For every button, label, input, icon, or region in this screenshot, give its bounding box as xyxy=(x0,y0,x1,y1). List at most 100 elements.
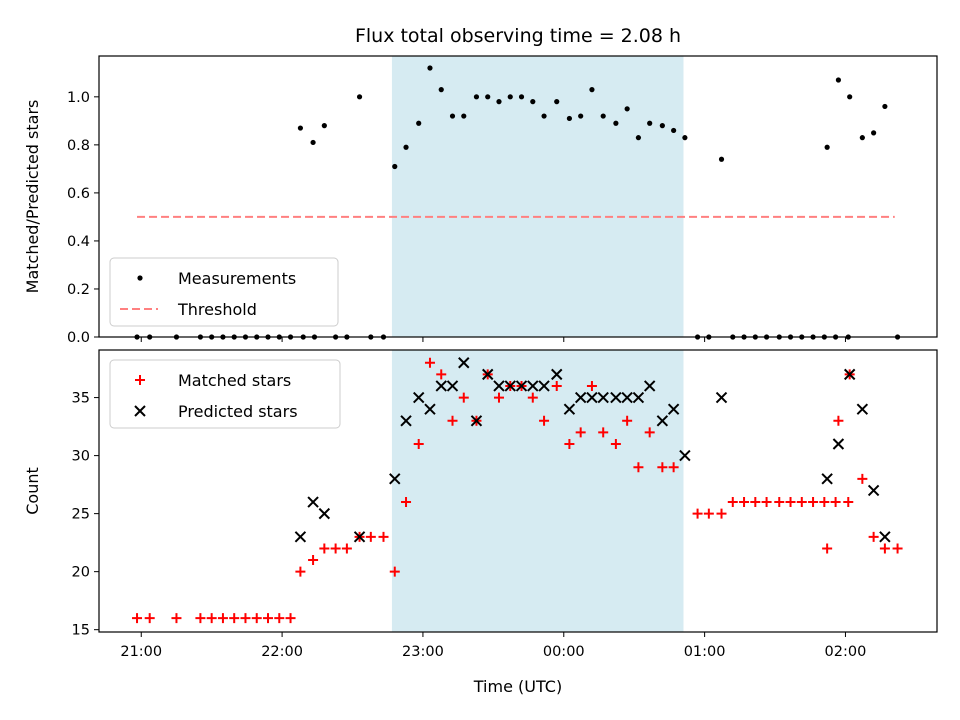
count-series-1-point-22 xyxy=(597,391,609,404)
ratio-panel: 0.0 0.2 0.4 0.6 0.8 1.0 Matched/Predicted star… xyxy=(23,55,938,346)
count-series-1-point-7 xyxy=(424,403,436,415)
count-series-1-point-14 xyxy=(504,380,516,392)
count-series-0-point-48 xyxy=(727,497,738,508)
ratio-series-0-point-62 xyxy=(824,144,830,150)
ratio-series-0-point-16 xyxy=(321,123,327,129)
count-series-0-point-12 xyxy=(295,566,306,577)
count-series-0-point-8 xyxy=(251,613,262,624)
count-series-0-point-22 xyxy=(413,439,424,449)
ratio-series-0-point-23 xyxy=(403,144,409,150)
count-series-1-point-11 xyxy=(470,415,483,427)
count-y-tick-label-3: 30 xyxy=(72,449,90,465)
ratio-legend-box xyxy=(109,257,339,327)
ratio-legend-label-0: Measurements xyxy=(178,269,296,288)
count-series-0-point-46 xyxy=(703,508,714,519)
count-series-0-point-3 xyxy=(195,613,206,624)
ratio-series-0-point-63 xyxy=(835,77,842,83)
count-series-0-point-35 xyxy=(564,439,575,449)
ratio-series-0-point-14 xyxy=(297,125,304,131)
count-series-0-point-50 xyxy=(750,497,761,508)
count-series-0-point-56 xyxy=(819,497,830,508)
count-series-1-point-30 xyxy=(715,391,728,404)
count-series-0-point-47 xyxy=(716,508,727,519)
count-series-1-point-5 xyxy=(400,415,412,427)
x-axis-label: Time (UTC) xyxy=(473,677,562,696)
x-tick-label-2: 23:00 xyxy=(402,644,444,660)
ratio-series-0-point-64 xyxy=(847,94,853,100)
count-series-0-point-37 xyxy=(586,380,597,391)
ratio-series-0-point-43 xyxy=(635,135,642,141)
count-legend-label-0: Matched stars xyxy=(178,371,291,390)
count-series-0-point-21 xyxy=(401,497,412,508)
ratio-series-0-point-30 xyxy=(485,94,491,100)
count-series-0-point-16 xyxy=(341,543,352,554)
count-series-0-point-55 xyxy=(808,497,819,508)
count-y-tick-label-2: 25 xyxy=(72,507,90,523)
ratio-legend-label-1: Threshold xyxy=(177,300,257,319)
count-series-0-point-6 xyxy=(229,613,240,624)
count-y-tick-label-4: 35 xyxy=(72,391,90,407)
count-y-tick-label-1: 20 xyxy=(72,565,90,581)
count-legend-swatch-0 xyxy=(135,375,145,385)
ratio-series-0-point-28 xyxy=(461,113,467,119)
ratio-series-0-point-34 xyxy=(530,99,536,105)
count-series-0-point-15 xyxy=(330,543,341,554)
count-series-0-point-24 xyxy=(436,369,447,380)
count-series-1-point-31 xyxy=(821,473,833,485)
count-series-1-point-6 xyxy=(413,391,425,404)
count-series-0-point-52 xyxy=(774,497,785,508)
ratio-series-0-point-27 xyxy=(449,113,456,119)
ratio-series-0-point-46 xyxy=(671,127,677,134)
count-series-0-point-5 xyxy=(217,613,228,624)
ratio-series-0-point-65 xyxy=(859,135,865,141)
count-series-0-point-18 xyxy=(365,531,376,542)
ratio-series-0-point-38 xyxy=(578,113,584,119)
count-series-0-point-29 xyxy=(493,392,504,403)
count-panel: 15 20 25 30 35 21:00 22:00 23:00 00:00 01:00 02:00… xyxy=(23,349,938,660)
count-series-0-point-65 xyxy=(892,543,903,554)
count-series-1-point-3 xyxy=(353,531,366,543)
ratio-axes-frame xyxy=(98,55,938,338)
count-series-0-point-1 xyxy=(144,613,155,624)
x-tick-label-5: 02:00 xyxy=(825,644,867,660)
ratio-series-0-point-37 xyxy=(566,115,573,122)
count-legend: Matched stars Predicted stars xyxy=(109,359,341,429)
count-series-0-point-7 xyxy=(240,613,251,624)
count-series-1-point-15 xyxy=(515,380,528,392)
count-series-1-point-8 xyxy=(435,380,447,392)
ratio-y-axis-label: Matched/Predicted stars xyxy=(23,100,42,294)
ratio-series-0-point-45 xyxy=(659,123,665,129)
count-series-0-point-11 xyxy=(285,613,296,624)
count-series-1-point-12 xyxy=(482,368,494,381)
ratio-series-0-point-50 xyxy=(718,156,725,162)
count-series-0-point-19 xyxy=(378,531,389,542)
ratio-series-0-point-24 xyxy=(416,120,422,126)
ratio-series-0-point-39 xyxy=(589,87,595,93)
count-y-axis-label: Count xyxy=(23,467,42,515)
ratio-series-0-point-66 xyxy=(871,130,877,136)
count-series-1-point-1 xyxy=(307,496,319,508)
ratio-series-0-point-29 xyxy=(473,94,480,100)
count-series-0-point-14 xyxy=(319,543,330,554)
count-series-0-point-36 xyxy=(575,427,586,438)
count-series-0-point-26 xyxy=(458,392,469,403)
count-series-1-point-20 xyxy=(574,391,587,404)
count-series-1-point-28 xyxy=(667,403,680,415)
count-series-0-point-2 xyxy=(171,613,182,624)
ratio-series-0-point-22 xyxy=(392,163,398,170)
count-series-1-point-27 xyxy=(656,415,669,427)
count-series-1-point-33 xyxy=(843,368,856,381)
count-series-1-point-36 xyxy=(879,531,891,543)
count-series-0-point-60 xyxy=(833,415,844,426)
count-series-1-point-0 xyxy=(294,531,307,543)
count-series-0-point-32 xyxy=(527,392,538,403)
count-series-0-point-41 xyxy=(633,462,644,473)
count-series-0-point-64 xyxy=(879,543,890,554)
ratio-legend: Measurements Threshold xyxy=(109,257,339,327)
count-series-0-point-9 xyxy=(263,613,274,624)
ratio-series-0-point-44 xyxy=(647,120,653,126)
count-series-0-point-33 xyxy=(539,415,550,426)
ratio-series-0-point-31 xyxy=(496,99,502,105)
count-series-1-point-9 xyxy=(446,380,459,392)
count-series-1-point-25 xyxy=(632,391,645,404)
